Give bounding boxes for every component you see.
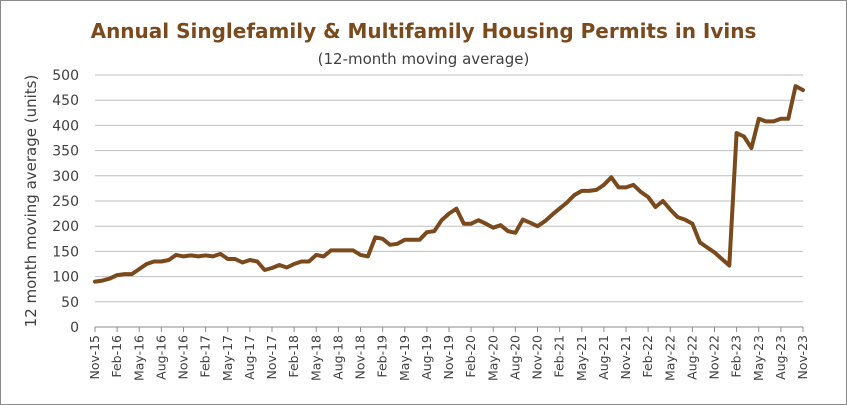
y-tick-label: 100 <box>52 270 79 286</box>
x-tick-label: Aug-17 <box>242 335 257 380</box>
chart-title: Annual Singlefamily & Multifamily Housin… <box>90 19 757 43</box>
x-tick-label: Feb-22 <box>640 335 655 378</box>
x-tick-label: Feb-21 <box>552 335 567 378</box>
x-tick-label: Nov-17 <box>264 335 279 379</box>
x-tick-label: Feb-23 <box>729 335 744 378</box>
x-tick-label: May-19 <box>397 335 412 381</box>
chart-subtitle: (12-month moving average) <box>317 50 530 68</box>
x-tick-label: May-16 <box>131 335 146 381</box>
y-axis-ticks: 0 50 100 150 200 250 300 350 400 450 500 <box>52 68 79 336</box>
x-tick-label: Nov-20 <box>530 335 545 380</box>
x-tick-label: May-23 <box>751 335 766 381</box>
x-axis-ticks: Nov-15 Feb-16 May-16 Aug-16 Nov-16 Feb-17 May-… <box>87 327 810 381</box>
x-tick-label: May-18 <box>308 335 323 381</box>
y-tick-label: 400 <box>52 118 79 134</box>
x-tick-label: Nov-23 <box>795 335 810 379</box>
x-tick-label: May-22 <box>662 335 677 381</box>
x-tick-label: Feb-16 <box>109 335 124 378</box>
x-tick-label: Aug-18 <box>330 335 345 380</box>
x-tick-label: Aug-16 <box>153 335 168 380</box>
y-tick-label: 500 <box>52 68 79 84</box>
gridlines <box>95 74 803 328</box>
x-tick-label: Feb-19 <box>375 335 390 378</box>
x-tick-label: Nov-21 <box>618 335 633 379</box>
x-tick-label: Nov-22 <box>707 335 722 379</box>
x-tick-label: Feb-20 <box>463 335 478 378</box>
x-tick-label: Aug-20 <box>507 335 522 380</box>
x-tick-label: Aug-21 <box>596 335 611 380</box>
series-line <box>93 84 805 284</box>
x-tick-label: Nov-16 <box>176 335 191 380</box>
y-tick-label: 350 <box>52 144 79 160</box>
y-tick-label: 0 <box>70 320 79 336</box>
x-tick-label: May-17 <box>220 335 235 381</box>
x-tick-label: Aug-22 <box>684 335 699 380</box>
y-tick-label: 50 <box>61 295 79 311</box>
y-tick-label: 150 <box>52 244 79 260</box>
x-tick-label: Feb-18 <box>286 335 301 378</box>
x-tick-label: Nov-15 <box>87 335 102 379</box>
y-tick-label: 450 <box>52 93 79 109</box>
y-tick-label: 200 <box>52 219 79 235</box>
y-axis-label: 12 month moving average (units) <box>22 75 40 328</box>
x-tick-label: May-21 <box>574 335 589 381</box>
y-tick-label: 300 <box>52 169 79 185</box>
x-tick-label: Nov-18 <box>353 335 368 380</box>
x-tick-label: May-20 <box>485 335 500 381</box>
x-tick-label: Aug-19 <box>419 335 434 380</box>
y-tick-label: 250 <box>52 194 79 210</box>
x-tick-label: Aug-23 <box>773 335 788 380</box>
x-tick-label: Nov-19 <box>441 335 456 380</box>
x-tick-label: Feb-17 <box>198 335 213 378</box>
